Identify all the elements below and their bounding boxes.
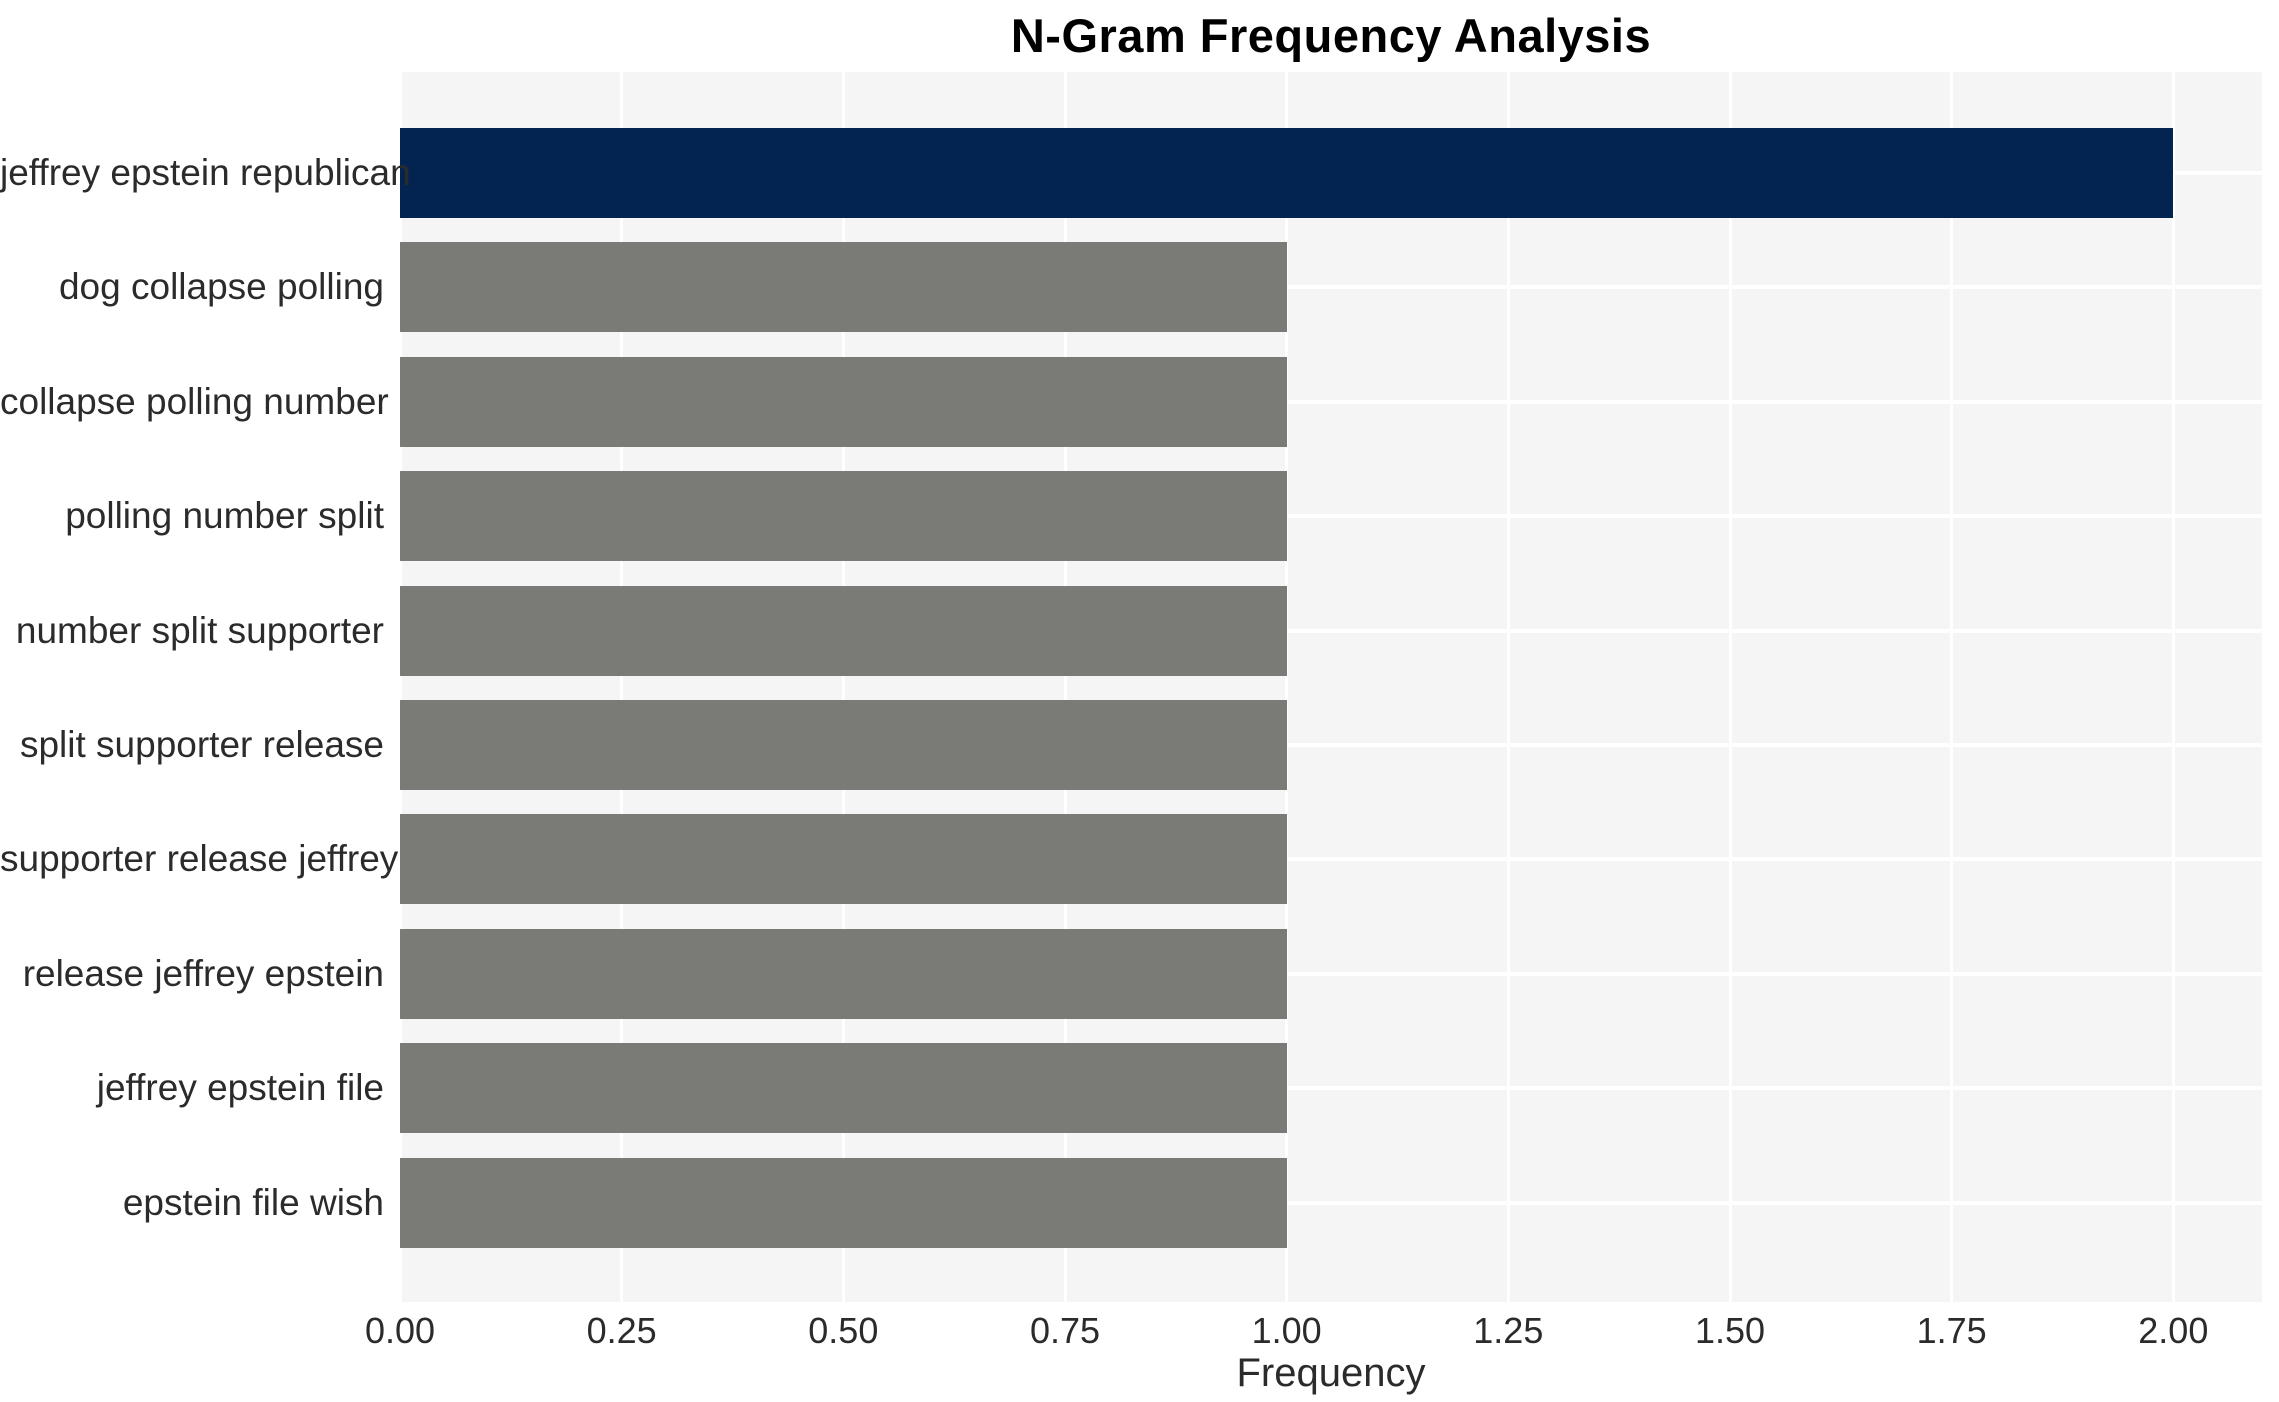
bar-epstein-file-wish [400, 1157, 1287, 1248]
x-tick-label: 0.75 [1029, 1310, 1101, 1351]
horizontal-gridline [400, 743, 2262, 747]
bar-jeffrey-epstein-file [400, 1043, 1287, 1134]
horizontal-gridline [400, 971, 2262, 976]
x-tick-label: 0.25 [586, 1310, 657, 1351]
y-axis-label: dog collapse polling [58, 266, 384, 308]
chart-title: N-Gram Frequency Analysis [1010, 9, 1652, 62]
bar-polling-number-split [400, 471, 1287, 562]
horizontal-gridline [400, 399, 2262, 404]
vertical-gridline [1285, 72, 1289, 1302]
y-axis-label: jeffrey epstein file [96, 1067, 384, 1109]
vertical-gridline [620, 72, 624, 1302]
vertical-gridline [2171, 72, 2175, 1302]
x-tick-label: 0.00 [364, 1310, 436, 1351]
bar-number-split-supporter [400, 585, 1287, 676]
bar-supporter-release-jeffrey [400, 814, 1287, 905]
bar-dog-collapse-polling [400, 242, 1287, 333]
horizontal-gridline [400, 628, 2262, 633]
vertical-gridline [1063, 72, 1067, 1302]
bar-collapse-polling-number [400, 356, 1287, 447]
x-tick-label: 0.50 [808, 1310, 879, 1351]
bar-release-jeffrey-epstein [400, 928, 1287, 1019]
vertical-gridline [1728, 72, 1732, 1302]
y-axis-label: epstein file wish [122, 1181, 384, 1223]
x-tick-label: 1.25 [1473, 1310, 1544, 1351]
x-tick-label: 1.50 [1694, 1310, 1766, 1351]
y-axis-label: polling number split [65, 495, 384, 537]
plot-area [398, 72, 2262, 1302]
y-axis-label: jeffrey epstein republican [0, 152, 411, 193]
y-axis-label: supporter release jeffrey [0, 838, 399, 880]
horizontal-gridline [400, 285, 2262, 290]
vertical-gridline [1950, 72, 1954, 1302]
x-tick-label: 2.00 [2138, 1310, 2209, 1351]
vertical-gridline [1506, 72, 1510, 1302]
bar-split-supporter-release [400, 700, 1287, 790]
x-axis-label: Frequency [1236, 1351, 1426, 1395]
horizontal-gridline [400, 514, 2262, 519]
y-axis-label: release jeffrey epstein [22, 952, 384, 994]
x-tick-label: 1.75 [1916, 1310, 1987, 1351]
horizontal-gridline [400, 1086, 2262, 1091]
x-tick-label: 1.00 [1251, 1310, 1322, 1351]
y-axis-label: number split supporter [15, 609, 384, 651]
horizontal-gridline [400, 1200, 2262, 1205]
horizontal-gridline [400, 857, 2262, 862]
vertical-gridline [398, 72, 402, 1302]
y-axis-label: split supporter release [19, 724, 384, 765]
y-axis-label: collapse polling number [0, 380, 389, 422]
vertical-gridline [841, 72, 845, 1302]
bar-jeffrey-epstein-republican [400, 128, 2174, 218]
